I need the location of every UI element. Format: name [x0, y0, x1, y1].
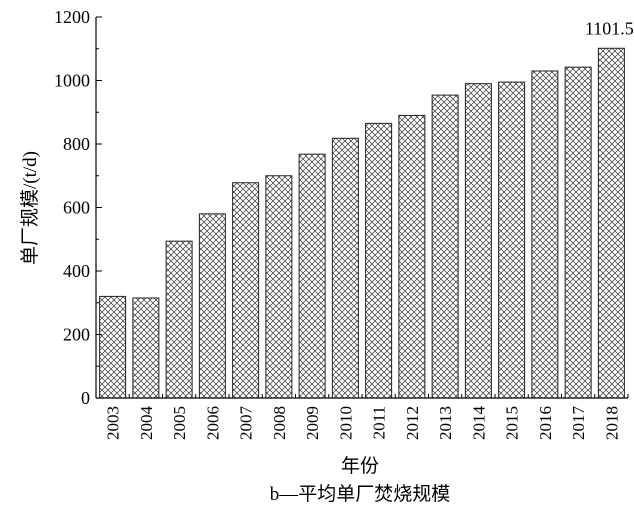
bar-2009 — [298, 153, 326, 399]
x-tick-label: 2017 — [569, 406, 588, 441]
bar-2007 — [232, 182, 260, 399]
data-label: 1101.5 — [585, 18, 634, 38]
y-tick-label: 0 — [81, 388, 90, 408]
bar-2004 — [132, 297, 160, 399]
y-tick-label: 800 — [63, 134, 90, 154]
y-axis-label: 单厂规模/(t/d) — [19, 151, 41, 265]
x-tick-label: 2004 — [137, 406, 156, 441]
x-tick-label: 2005 — [170, 406, 189, 440]
bar-2008 — [265, 175, 293, 399]
y-tick-label: 400 — [63, 261, 90, 281]
y-tick-label: 1200 — [54, 7, 90, 27]
bar-2013 — [431, 94, 459, 399]
bar-2012 — [398, 114, 426, 399]
x-tick-label: 2009 — [303, 406, 322, 440]
bar-2010 — [331, 137, 359, 399]
chart-caption: b—平均单厂焚烧规模 — [270, 483, 451, 505]
bar-2011 — [365, 122, 393, 399]
x-tick-label: 2015 — [503, 406, 522, 440]
bar-2016 — [531, 70, 559, 399]
bar-2018 — [597, 47, 625, 399]
bar-2015 — [498, 81, 526, 399]
x-tick-label: 2007 — [237, 406, 256, 441]
x-tick-label: 2008 — [270, 406, 289, 440]
y-tick-label: 600 — [63, 198, 90, 218]
x-tick-label: 2013 — [436, 406, 455, 440]
x-axis-label: 年份 — [341, 455, 379, 477]
x-tick-label: 2014 — [469, 406, 488, 441]
y-tick-label: 200 — [63, 325, 90, 345]
x-tick-label: 2012 — [403, 406, 422, 440]
x-tick-label: 2010 — [336, 406, 355, 440]
x-tick-label: 2003 — [104, 406, 123, 440]
bar-2017 — [564, 66, 592, 399]
x-tick-label: 2018 — [602, 406, 621, 440]
x-tick-label: 2011 — [370, 406, 389, 439]
bar-2014 — [464, 83, 492, 399]
y-tick-label: 1000 — [54, 71, 90, 91]
bar-2005 — [165, 240, 193, 399]
bar-2003 — [99, 295, 127, 399]
x-tick-label: 2016 — [536, 406, 555, 440]
bar-2006 — [198, 213, 226, 399]
x-tick-label: 2006 — [203, 406, 222, 440]
